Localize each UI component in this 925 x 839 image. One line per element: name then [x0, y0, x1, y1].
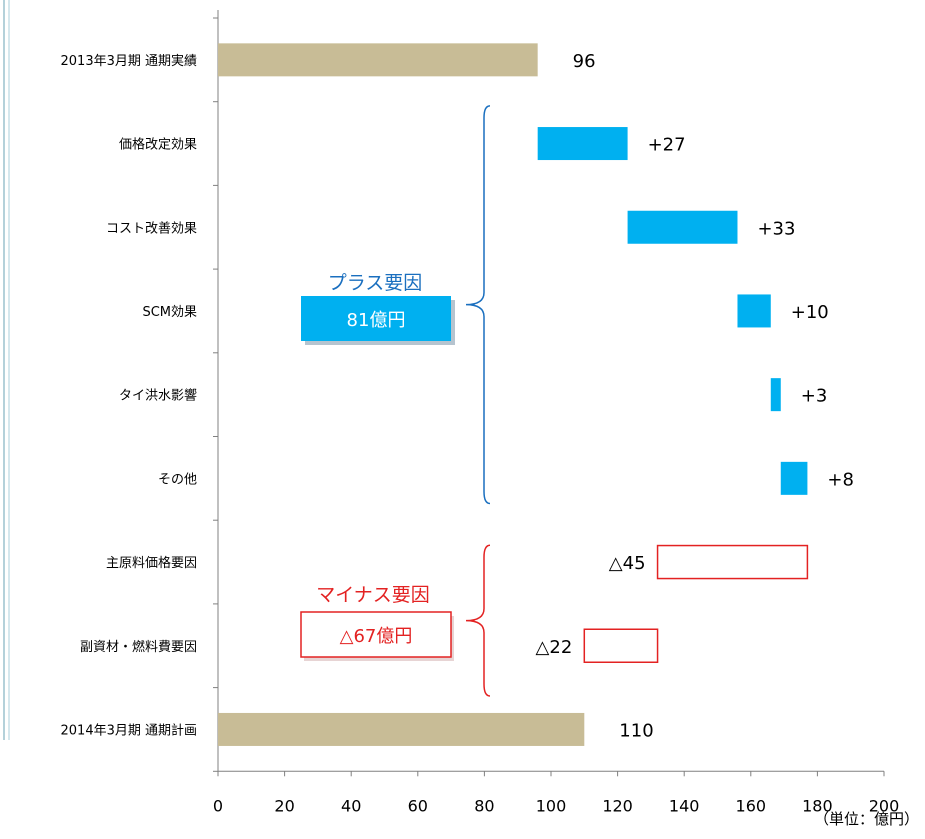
x-tick-label: 200 [869, 796, 900, 815]
bar-decrease [583, 628, 659, 663]
x-tick-label: 160 [736, 796, 767, 815]
data-label: +10 [791, 302, 829, 323]
minus-value-label: △67億円 [340, 626, 413, 647]
bar-total [218, 712, 585, 746]
x-tick-label: 140 [669, 796, 700, 815]
minus-brace [465, 544, 491, 697]
plus-brace [465, 105, 491, 505]
x-tick-label: 180 [802, 796, 833, 815]
category-label: 2014年3月期 通期計画 [61, 722, 198, 738]
x-tick-label: 120 [602, 796, 633, 815]
bar-decrease [656, 544, 809, 580]
data-label: △22 [536, 637, 573, 658]
minus-value-box [300, 611, 452, 658]
bar-increase [737, 294, 771, 328]
x-tick-label: 0 [213, 796, 223, 815]
data-label: 110 [619, 720, 653, 741]
plus-value-box [301, 296, 451, 341]
bar-increase [537, 127, 628, 161]
bar-increase [780, 461, 808, 495]
bar-increase [770, 378, 781, 412]
category-label: その他 [158, 472, 197, 487]
data-label: +27 [648, 135, 686, 156]
data-label: △45 [609, 553, 646, 574]
category-label: 価格改定効果 [119, 137, 197, 153]
plus-value-label: 81億円 [347, 310, 406, 331]
data-label: 96 [573, 51, 596, 72]
bar-total [218, 43, 538, 77]
x-tick-label: 40 [341, 796, 361, 815]
x-tick-label: 100 [536, 796, 567, 815]
data-label: +8 [827, 469, 854, 490]
x-tick-label: 60 [408, 796, 428, 815]
unit-label: （単位：億円） [813, 810, 919, 828]
bar-increase [627, 210, 738, 244]
x-tick-label: 20 [274, 796, 294, 815]
category-label: コスト改善効果 [106, 220, 197, 236]
category-label: タイ洪水影響 [119, 388, 197, 404]
category-label: 主原料価格要因 [106, 555, 197, 571]
category-label: 副資材・燃料費要因 [80, 639, 197, 655]
plus-group-title: プラス要因 [328, 272, 423, 294]
category-label: 2013年3月期 通期実績 [61, 53, 198, 69]
x-tick-label: 80 [474, 796, 494, 815]
data-label: +3 [801, 386, 828, 407]
category-label: SCM効果 [142, 305, 197, 320]
data-label: +33 [757, 218, 795, 239]
minus-group-title: マイナス要因 [316, 584, 430, 606]
